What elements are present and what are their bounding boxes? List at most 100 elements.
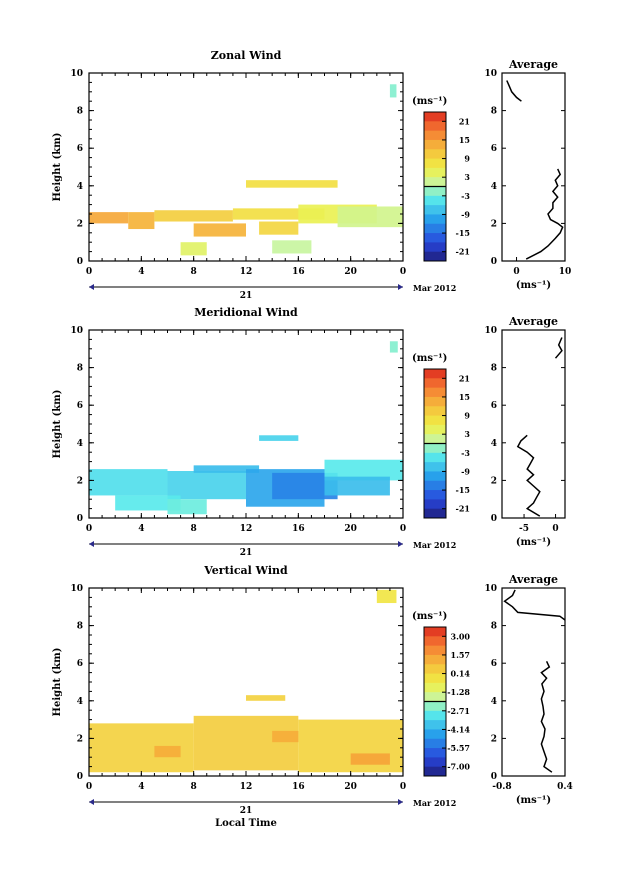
colorbar-tick-label: 15 [459,135,470,145]
colorbar-tick-label: -15 [456,228,470,238]
average-y-tick-label: 10 [484,326,497,336]
colorbar-swatch [424,406,446,417]
x-tick-label: 16 [292,267,305,277]
colorbar-tick-label: 9 [464,154,470,164]
colorbar-swatch [424,396,446,407]
date-label: Mar 2012 [413,798,456,808]
colorbar-swatch [424,130,446,141]
y-tick-label: 2 [77,219,83,229]
colorbar-tick-label: 21 [459,116,470,126]
average-frame [501,329,566,519]
x-tick-label: 0 [400,267,406,277]
colorbar-swatch [424,682,446,693]
colorbar-swatch [424,424,446,435]
heatmap-cell [232,208,325,220]
colorbar-swatch [424,766,446,777]
average-x-label: (ms⁻¹) [516,280,551,291]
colorbar-swatch [424,195,446,206]
colorbar-swatch [424,452,446,463]
colorbar-tick-label: -1.28 [447,687,470,697]
average-x-tick-label: 10 [559,267,572,277]
colorbar-tick-label: -2.71 [447,706,470,716]
y-tick-label: 6 [77,659,83,669]
heatmap-cell [337,206,403,228]
y-tick-label: 10 [70,69,83,79]
average-title: Average [508,315,558,328]
colorbar-tick-label: 3.00 [451,631,471,641]
colorbar-unit: (ms⁻¹) [412,96,447,107]
x-tick-label: 0 [86,782,92,792]
y-tick-label: 8 [77,364,83,374]
colorbar-swatch [424,645,446,656]
colorbar-swatch [424,664,446,675]
heatmap-cell [350,753,390,765]
average-y-tick-label: 4 [491,697,497,707]
average-y-tick-label: 10 [484,584,497,594]
y-tick-label: 4 [77,182,83,192]
x-tick-label: 8 [191,267,197,277]
colorbar-swatch [424,673,446,684]
colorbar-swatch [424,654,446,665]
colorbar-swatch [424,251,446,262]
average-y-tick-label: 6 [491,144,497,154]
colorbar-swatch [424,480,446,491]
y-tick-label: 8 [77,622,83,632]
colorbar-swatch [424,139,446,150]
day-label: 21 [240,291,253,301]
average-profile-line [503,589,566,621]
heatmap-cell [193,465,260,473]
colorbar-tick-label: -21 [456,504,470,514]
colorbar-swatch [424,748,446,758]
average-profile-line [516,434,541,517]
x-axis-label: Local Time [215,818,277,829]
y-tick-label: 0 [77,514,83,524]
colorbar-swatch [424,490,446,500]
average-frame [501,72,566,262]
colorbar-tick-label: 9 [464,411,470,421]
average-y-tick-label: 2 [491,734,497,744]
day-axis-arrow-right [398,541,403,547]
colorbar-swatch [424,471,446,482]
colorbar-swatch [424,701,446,712]
average-profile-line [506,80,522,102]
x-tick-label: 12 [240,267,253,277]
colorbar-swatch [424,167,446,178]
heatmap-cell [389,341,398,353]
average-title: Average [508,573,558,586]
heatmap-cell [324,476,390,496]
colorbar-swatch [424,378,446,389]
average-x-label: (ms⁻¹) [516,795,551,806]
average-x-label: (ms⁻¹) [516,537,551,548]
colorbar-swatch [424,214,446,225]
y-tick-label: 2 [77,734,83,744]
y-tick-label: 8 [77,107,83,117]
heatmap-cell [376,589,397,604]
y-tick-label: 6 [77,144,83,154]
colorbar-tick-label: -21 [456,247,470,257]
x-tick-label: 0 [400,524,406,534]
colorbar-swatch [424,369,446,379]
x-tick-label: 0 [86,524,92,534]
colorbar-tick-label: 3 [464,429,470,439]
heatmap-cell [389,84,397,98]
colorbar-swatch [424,149,446,160]
colorbar-swatch [424,242,446,253]
colorbar-swatch [424,720,446,730]
colorbar-swatch [424,627,446,637]
average-profile-line [554,337,563,359]
x-tick-label: 8 [191,524,197,534]
y-axis-label: Height (km) [52,133,63,202]
heatmap-cell [193,715,299,771]
colorbar-swatch [424,692,446,702]
average-profile-line [540,660,553,773]
heatmap-cell [246,695,286,701]
colorbar-swatch [424,757,446,768]
colorbar-swatch [424,112,446,122]
date-label: Mar 2012 [413,540,456,550]
heatmap-cell [167,499,207,515]
average-y-tick-label: 6 [491,659,497,669]
average-x-tick-label: -0.8 [492,782,511,792]
colorbar-swatch [424,415,446,426]
